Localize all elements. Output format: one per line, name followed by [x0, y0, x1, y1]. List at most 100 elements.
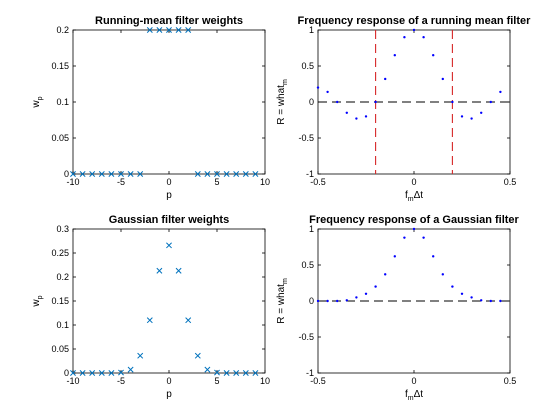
data-point-dot [422, 36, 425, 39]
data-point-dot [460, 292, 464, 295]
x-tick-label: -5 [117, 376, 125, 386]
data-point-x-marker [185, 317, 192, 324]
data-point-dot [432, 54, 435, 57]
data-point-x-marker [204, 366, 211, 373]
data-point-dot [441, 273, 444, 276]
data-point-dot [336, 299, 339, 303]
data-point-dot [480, 111, 483, 115]
data-point-x-marker [137, 171, 144, 177]
y-tick-label: 0.5 [301, 61, 314, 71]
data-point-dot [374, 285, 377, 288]
data-point-dot [345, 111, 348, 115]
data-point-dot [460, 115, 464, 118]
x-axis-label-main: f [405, 190, 408, 201]
data-point-x-marker [118, 171, 124, 177]
x-tick-label: -0.5 [310, 376, 326, 386]
x-tick-label: 5 [214, 376, 219, 386]
data-point-x-marker [98, 370, 105, 376]
y-tick-label: 0 [309, 97, 314, 107]
x-tick-label: 0 [411, 376, 416, 386]
data-point-x-marker [118, 369, 124, 376]
data-point-dot [403, 236, 406, 239]
data-point-dot [403, 36, 406, 39]
data-point-x-marker [70, 171, 76, 177]
data-point-dot [412, 28, 416, 32]
y-axis-label-sub: m [282, 79, 289, 85]
data-point-dot [364, 115, 368, 118]
data-point-x-marker [194, 171, 201, 177]
data-point-dot [316, 299, 320, 303]
x-tick-label: 10 [260, 177, 270, 187]
data-point-dot [374, 100, 377, 104]
data-point-dot [355, 296, 358, 299]
data-point-x-marker [233, 171, 240, 177]
chart-title: Frequency response of a running mean fil… [298, 15, 532, 27]
y-axis-label: wp [31, 96, 44, 108]
y-tick-label: 1 [309, 224, 314, 234]
y-tick-label: 0 [309, 296, 314, 306]
y-axis-label-main: w [31, 299, 42, 308]
y-tick-label: 0.1 [56, 97, 69, 107]
x-tick-label: 10 [260, 376, 270, 386]
x-axis-label: fmΔt [405, 389, 423, 402]
x-tick-label: -5 [117, 177, 125, 187]
data-point-dot [326, 299, 329, 303]
data-point-dot [480, 299, 483, 302]
data-point-x-marker [242, 370, 249, 376]
data-point-dot [489, 100, 492, 104]
y-axis-label-sub: p [37, 295, 44, 299]
data-point-x-marker [98, 171, 105, 177]
y-tick-label: 0.15 [51, 296, 69, 306]
data-point-dot [470, 296, 473, 299]
data-point-x-marker [70, 370, 76, 376]
y-tick-label: 0.05 [51, 133, 69, 143]
data-point-x-marker [146, 27, 153, 33]
data-point-x-marker [108, 171, 115, 177]
data-point-dot [441, 77, 444, 81]
data-point-x-marker [233, 370, 240, 376]
data-point-x-marker [137, 352, 144, 359]
y-tick-label: 0.2 [56, 25, 69, 35]
y-tick-label: 0.05 [51, 344, 69, 354]
data-point-x-marker [214, 369, 220, 376]
data-point-x-marker [127, 366, 134, 373]
x-axis-label-main: p [166, 190, 172, 201]
y-axis-label-main: w [31, 100, 42, 109]
data-point-dot [393, 54, 396, 57]
y-tick-label: 0.15 [51, 61, 69, 71]
y-tick-label: -1 [306, 169, 314, 179]
x-axis-label-tail: Δt [414, 389, 424, 400]
data-point-x-marker [223, 370, 230, 376]
x-axis-label: p [166, 190, 172, 201]
data-point-x-marker [252, 370, 259, 376]
y-tick-label: 0.3 [56, 224, 69, 234]
y-tick-label: 1 [309, 25, 314, 35]
x-tick-label: 5 [214, 177, 219, 187]
data-point-x-marker [156, 267, 163, 274]
y-tick-label: 0.5 [301, 260, 314, 270]
y-tick-label: 0 [64, 169, 69, 179]
data-point-x-marker [252, 171, 259, 177]
chart-panel-4: Frequency response of a Gaussian filter -… [276, 214, 520, 402]
data-point-x-marker [156, 27, 163, 33]
data-point-dot [451, 100, 454, 104]
x-tick-label: -10 [66, 376, 79, 386]
y-tick-label: 0.1 [56, 320, 69, 330]
x-tick-label: -0.5 [310, 177, 326, 187]
data-point-dot [422, 236, 425, 239]
data-point-x-marker [79, 370, 86, 376]
data-point-x-marker [175, 267, 182, 274]
x-axis-label-main: f [405, 389, 408, 400]
y-tick-label: 0 [64, 368, 69, 378]
chart-title: Running-mean filter weights [95, 15, 243, 27]
chart-panel-1: Running-mean filter weights -10 -5 0 5 10 0 0.0… [31, 15, 270, 201]
y-tick-label: 0.2 [56, 272, 69, 282]
x-axis-label-sub: m [408, 196, 414, 203]
data-point-dot [326, 90, 329, 94]
chart-panel-2: Frequency response of a running mean fil… [276, 15, 531, 203]
y-tick-label: -0.5 [298, 133, 314, 143]
chart-panel-3: Gaussian filter weights -10 -5 0 5 10 0 0.05 0.1… [31, 214, 270, 400]
y-tick-label: 0.25 [51, 248, 69, 258]
data-point-x-marker [89, 370, 96, 376]
